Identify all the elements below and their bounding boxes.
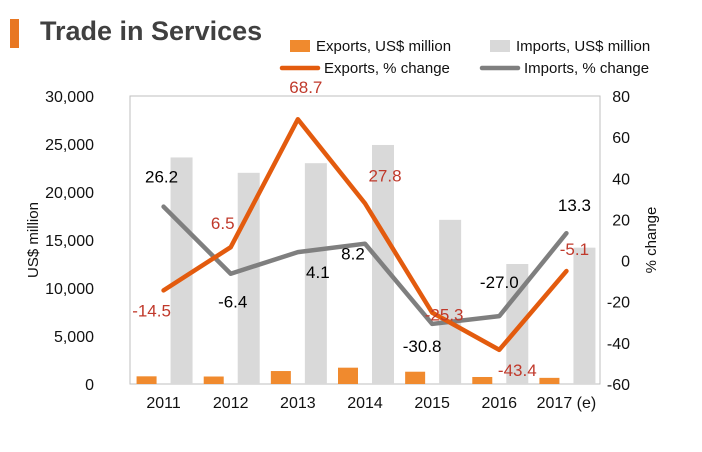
exports-change-data-label: -5.1 <box>560 240 589 259</box>
y-right-tick-label: 20 <box>612 212 630 229</box>
y-left-tick-label: 20,000 <box>45 185 94 202</box>
title-accent-bar <box>10 19 19 48</box>
chart-title: Trade in Services <box>40 16 263 46</box>
x-tick-label: 2017 (e) <box>537 395 597 412</box>
exports-change-data-label: 68.7 <box>289 78 322 97</box>
exports-change-data-label: -43.4 <box>498 361 537 380</box>
exports-bar <box>472 376 493 384</box>
exports-change-data-label: -14.5 <box>132 301 171 320</box>
exports-change-data-label: 27.8 <box>368 166 401 185</box>
imports-bar <box>573 247 596 384</box>
y-left-tick-label: 30,000 <box>45 89 94 106</box>
imports-change-data-label: -30.8 <box>403 337 442 356</box>
exports-bar <box>539 377 560 384</box>
x-tick-label: 2014 <box>347 395 383 412</box>
x-tick-label: 2016 <box>481 395 517 412</box>
imports-change-data-label: 4.1 <box>306 263 330 282</box>
imports-change-data-label: -6.4 <box>218 293 247 312</box>
exports-bar <box>338 367 358 384</box>
y-left-tick-label: 10,000 <box>45 281 94 298</box>
y-right-tick-label: 80 <box>612 89 630 106</box>
y-right-tick-label: -20 <box>607 295 630 312</box>
imports-bar <box>170 157 193 384</box>
plot-area-border <box>129 95 601 385</box>
exports-change-line <box>161 116 569 353</box>
y-right-tick-label: -60 <box>607 377 630 394</box>
imports-change-data-label: 26.2 <box>145 168 178 187</box>
y-right-tick-label: 40 <box>612 171 630 188</box>
legend-imports-bar-swatch <box>490 40 510 52</box>
imports-change-line <box>161 204 569 327</box>
imports-change-data-label: 13.3 <box>558 196 591 215</box>
imports-bar <box>506 264 529 384</box>
y-left-tick-label: 25,000 <box>45 137 94 154</box>
y-right-tick-label: -40 <box>607 336 630 353</box>
exports-change-data-label: -25.3 <box>425 306 464 325</box>
legend-imports-line-label: Imports, % change <box>524 60 649 77</box>
exports-bar <box>203 376 224 384</box>
x-tick-label: 2012 <box>213 395 249 412</box>
y-left-tick-label: 0 <box>85 377 94 394</box>
imports-bar <box>439 219 462 384</box>
x-tick-label: 2011 <box>146 395 181 412</box>
imports-bar <box>304 163 327 384</box>
x-tick-label: 2013 <box>280 395 316 412</box>
exports-bar <box>136 376 157 384</box>
y-left-tick-label: 5,000 <box>54 329 94 346</box>
exports-bar <box>270 371 291 384</box>
y-right-axis-title: % change <box>643 207 660 274</box>
exports-bar <box>405 371 426 384</box>
legend-exports-bar-label: Exports, US$ million <box>316 38 451 55</box>
legend-imports-bar-label: Imports, US$ million <box>516 38 650 55</box>
y-right-tick-label: 0 <box>621 254 630 271</box>
imports-bar <box>237 172 260 384</box>
y-left-axis-title: US$ million <box>25 202 42 278</box>
imports-change-data-label: -27.0 <box>480 273 519 292</box>
legend-exports-bar-swatch <box>290 40 310 52</box>
y-right-tick-label: 60 <box>612 130 630 147</box>
imports-change-data-label: 8.2 <box>341 245 365 264</box>
y-left-tick-label: 15,000 <box>45 233 94 250</box>
legend-exports-line-label: Exports, % change <box>324 60 450 77</box>
exports-change-data-label: 6.5 <box>211 214 235 233</box>
x-tick-label: 2015 <box>414 395 450 412</box>
chart-header: Trade in Services <box>0 0 702 60</box>
